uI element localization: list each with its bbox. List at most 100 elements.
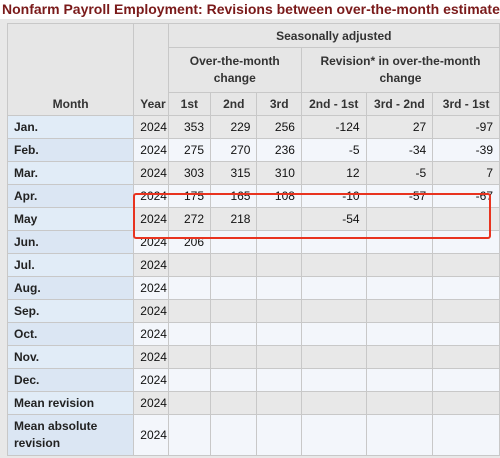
month-cell: Nov. bbox=[6, 345, 135, 369]
value-cell: -10 bbox=[300, 184, 367, 208]
value-cell bbox=[256, 322, 302, 346]
value-cell bbox=[210, 345, 258, 369]
value-cell bbox=[365, 253, 434, 277]
month-cell: Jan. bbox=[6, 115, 135, 139]
table-row: Sep. 2024 bbox=[6, 299, 500, 323]
year-cell: 2024 bbox=[133, 115, 169, 139]
month-cell: Mar. bbox=[6, 161, 135, 185]
col-header-3: 2nd - 1st bbox=[300, 92, 367, 116]
col-header-2: 3rd bbox=[256, 92, 302, 116]
month-cell: Jun. bbox=[6, 230, 135, 254]
value-cell bbox=[365, 414, 434, 456]
value-cell bbox=[300, 322, 367, 346]
value-cell bbox=[365, 345, 434, 369]
value-cell bbox=[167, 368, 212, 392]
value-cell bbox=[300, 414, 367, 456]
value-cell bbox=[432, 276, 500, 300]
col-header-5: 3rd - 1st bbox=[432, 92, 500, 116]
table-caption: Nonfarm Payroll Employment: Revisions be… bbox=[2, 1, 500, 17]
value-cell bbox=[365, 322, 434, 346]
value-cell bbox=[210, 276, 258, 300]
revisions-table: Month Year Seasonally adjusted Over-the-… bbox=[6, 23, 500, 456]
value-cell: -57 bbox=[365, 184, 434, 208]
value-cell bbox=[300, 253, 367, 277]
table-row: May 2024 272 218 -54 bbox=[6, 207, 500, 231]
value-cell bbox=[300, 368, 367, 392]
value-cell bbox=[300, 299, 367, 323]
value-cell: 310 bbox=[256, 161, 302, 185]
value-cell: 108 bbox=[256, 184, 302, 208]
year-cell: 2024 bbox=[133, 299, 169, 323]
value-cell bbox=[300, 230, 367, 254]
month-cell: Feb. bbox=[6, 138, 135, 162]
value-cell bbox=[167, 345, 212, 369]
value-cell: -124 bbox=[300, 115, 367, 139]
table-row: Oct. 2024 bbox=[6, 322, 500, 346]
table-row: Feb. 2024 275 270 236 -5 -34 -39 bbox=[6, 138, 500, 162]
value-cell bbox=[256, 414, 302, 456]
month-cell: Apr. bbox=[6, 184, 135, 208]
value-cell bbox=[432, 253, 500, 277]
year-cell: 2024 bbox=[133, 276, 169, 300]
value-cell bbox=[167, 253, 212, 277]
value-cell bbox=[167, 414, 212, 456]
value-cell: 303 bbox=[167, 161, 212, 185]
value-cell bbox=[365, 207, 434, 231]
value-cell: 206 bbox=[167, 230, 212, 254]
col-header-4: 3rd - 2nd bbox=[365, 92, 434, 116]
value-cell bbox=[432, 299, 500, 323]
value-cell bbox=[365, 230, 434, 254]
year-cell: 2024 bbox=[133, 345, 169, 369]
month-header: Month bbox=[6, 23, 135, 116]
value-cell bbox=[167, 276, 212, 300]
year-cell: 2024 bbox=[133, 414, 169, 456]
value-cell bbox=[210, 322, 258, 346]
value-cell: 27 bbox=[365, 115, 434, 139]
over-the-month-header: Over-the-month change bbox=[167, 47, 302, 93]
value-cell bbox=[210, 414, 258, 456]
value-cell bbox=[256, 276, 302, 300]
value-cell: 165 bbox=[210, 184, 258, 208]
value-cell: 353 bbox=[167, 115, 212, 139]
year-header: Year bbox=[133, 23, 169, 116]
value-cell bbox=[256, 299, 302, 323]
value-cell: 12 bbox=[300, 161, 367, 185]
revision-header: Revision* in over-the-month change bbox=[300, 47, 500, 93]
value-cell bbox=[432, 391, 500, 415]
value-cell: -5 bbox=[365, 161, 434, 185]
value-cell: -5 bbox=[300, 138, 367, 162]
value-cell bbox=[210, 391, 258, 415]
value-cell bbox=[167, 391, 212, 415]
value-cell bbox=[300, 276, 367, 300]
table-row: Mean revision 2024 bbox=[6, 391, 500, 415]
seasonally-adjusted-header: Seasonally adjusted bbox=[167, 23, 500, 48]
table-row: Mean absolute revision 2024 bbox=[6, 414, 500, 456]
value-cell: 275 bbox=[167, 138, 212, 162]
year-cell: 2024 bbox=[133, 138, 169, 162]
table-row: Nov. 2024 bbox=[6, 345, 500, 369]
year-cell: 2024 bbox=[133, 230, 169, 254]
year-cell: 2024 bbox=[133, 368, 169, 392]
value-cell bbox=[365, 391, 434, 415]
month-cell: Mean absolute revision bbox=[6, 414, 135, 456]
value-cell bbox=[365, 368, 434, 392]
year-cell: 2024 bbox=[133, 322, 169, 346]
table-container: Month Year Seasonally adjusted Over-the-… bbox=[0, 19, 500, 458]
value-cell bbox=[300, 345, 367, 369]
table-row: Apr. 2024 175 165 108 -10 -57 -67 bbox=[6, 184, 500, 208]
value-cell bbox=[256, 368, 302, 392]
month-cell: May bbox=[6, 207, 135, 231]
month-cell: Aug. bbox=[6, 276, 135, 300]
value-cell bbox=[256, 253, 302, 277]
col-header-0: 1st bbox=[167, 92, 212, 116]
table-row: Aug. 2024 bbox=[6, 276, 500, 300]
year-cell: 2024 bbox=[133, 207, 169, 231]
value-cell: -67 bbox=[432, 184, 500, 208]
table-row: Dec. 2024 bbox=[6, 368, 500, 392]
value-cell bbox=[365, 299, 434, 323]
value-cell bbox=[210, 253, 258, 277]
value-cell bbox=[210, 230, 258, 254]
value-cell bbox=[432, 414, 500, 456]
value-cell bbox=[256, 230, 302, 254]
table-row: Jun. 2024 206 bbox=[6, 230, 500, 254]
